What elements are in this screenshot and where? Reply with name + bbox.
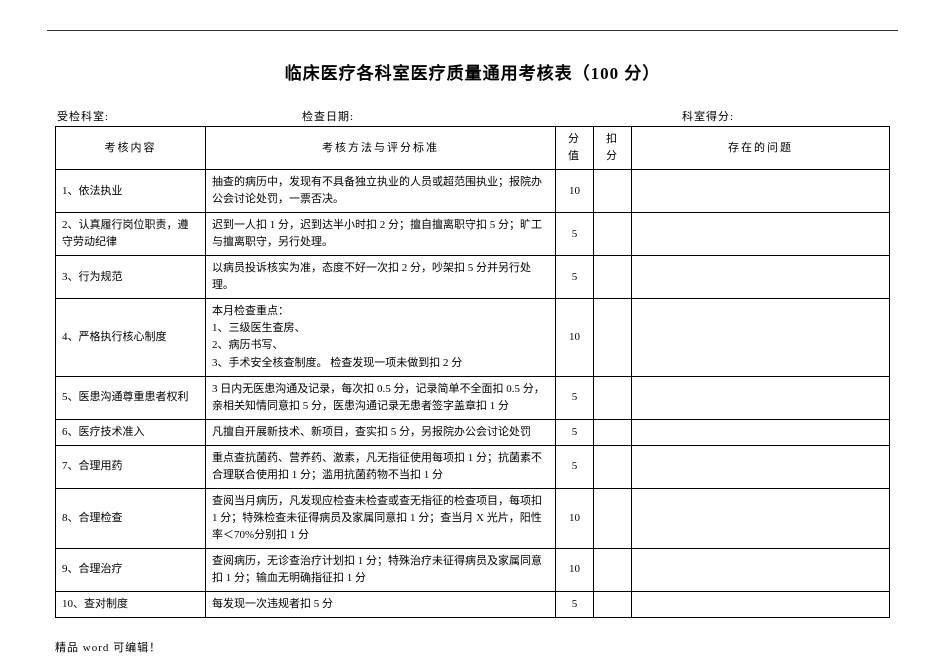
table-row: 2、认真履行岗位职责，遵守劳动纪律迟到一人扣 1 分，迟到达半小时扣 2 分；擅…	[56, 213, 890, 256]
cell-method: 迟到一人扣 1 分，迟到达半小时扣 2 分；擅自擅离职守扣 5 分；旷工与擅离职…	[206, 213, 556, 256]
meta-date: 检查日期:	[302, 108, 682, 124]
col-header-issue: 存在的问题	[632, 127, 890, 170]
page-title: 临床医疗各科室医疗质量通用考核表（100 分）	[55, 59, 890, 84]
cell-method: 查阅当月病历，凡发现应检查未检查或查无指征的检查项目，每项扣 1 分；特殊检查未…	[206, 488, 556, 548]
cell-issue	[632, 256, 890, 299]
cell-content: 3、行为规范	[56, 256, 206, 299]
table-row: 10、查对制度每发现一次违规者扣 5 分5	[56, 592, 890, 618]
cell-method: 3 日内无医患沟通及记录，每次扣 0.5 分，记录简单不全面扣 0.5 分，亲相…	[206, 376, 556, 419]
cell-issue	[632, 299, 890, 376]
cell-score: 10	[556, 548, 594, 591]
cell-method: 本月检查重点： 1、三级医生查房、 2、病历书写、 3、手术安全核查制度。 检查…	[206, 299, 556, 376]
table-row: 8、合理检查查阅当月病历，凡发现应检查未检查或查无指征的检查项目，每项扣 1 分…	[56, 488, 890, 548]
top-rule	[47, 30, 898, 31]
cell-content: 10、查对制度	[56, 592, 206, 618]
cell-method: 抽查的病历中，发现有不具备独立执业的人员或超范围执业；报院办公会讨论处罚，一票否…	[206, 170, 556, 213]
cell-score: 5	[556, 419, 594, 445]
cell-content: 4、严格执行核心制度	[56, 299, 206, 376]
cell-deduct	[594, 592, 632, 618]
cell-score: 5	[556, 592, 594, 618]
col-header-score: 分值	[556, 127, 594, 170]
cell-content: 6、医疗技术准入	[56, 419, 206, 445]
cell-content: 5、医患沟通尊重患者权利	[56, 376, 206, 419]
cell-score: 10	[556, 299, 594, 376]
meta-score: 科室得分:	[682, 108, 888, 124]
col-header-content: 考核内容	[56, 127, 206, 170]
table-row: 6、医疗技术准入凡擅自开展新技术、新项目，查实扣 5 分，另报院办公会讨论处罚5	[56, 419, 890, 445]
cell-method: 每发现一次违规者扣 5 分	[206, 592, 556, 618]
table-row: 1、依法执业抽查的病历中，发现有不具备独立执业的人员或超范围执业；报院办公会讨论…	[56, 170, 890, 213]
cell-issue	[632, 548, 890, 591]
cell-issue	[632, 213, 890, 256]
cell-content: 1、依法执业	[56, 170, 206, 213]
cell-deduct	[594, 419, 632, 445]
cell-issue	[632, 419, 890, 445]
cell-content: 8、合理检查	[56, 488, 206, 548]
cell-issue	[632, 592, 890, 618]
footer-note: 精品 word 可编辑！	[55, 639, 161, 655]
table-row: 5、医患沟通尊重患者权利3 日内无医患沟通及记录，每次扣 0.5 分，记录简单不…	[56, 376, 890, 419]
table-row: 4、严格执行核心制度本月检查重点： 1、三级医生查房、 2、病历书写、 3、手术…	[56, 299, 890, 376]
cell-method: 重点查抗菌药、营养药、激素，凡无指征使用每项扣 1 分；抗菌素不合理联合使用扣 …	[206, 445, 556, 488]
cell-deduct	[594, 376, 632, 419]
cell-deduct	[594, 213, 632, 256]
cell-score: 5	[556, 376, 594, 419]
table-row: 7、合理用药重点查抗菌药、营养药、激素，凡无指征使用每项扣 1 分；抗菌素不合理…	[56, 445, 890, 488]
cell-issue	[632, 376, 890, 419]
cell-score: 10	[556, 170, 594, 213]
col-header-method: 考核方法与评分标准	[206, 127, 556, 170]
cell-score: 10	[556, 488, 594, 548]
cell-issue	[632, 170, 890, 213]
col-header-deduct: 扣分	[594, 127, 632, 170]
cell-deduct	[594, 548, 632, 591]
cell-method: 查阅病历，无诊查治疗计划扣 1 分；特殊治疗未征得病员及家属同意扣 1 分；输血…	[206, 548, 556, 591]
assessment-table: 考核内容 考核方法与评分标准 分值 扣分 存在的问题 1、依法执业抽查的病历中，…	[55, 126, 890, 618]
cell-deduct	[594, 256, 632, 299]
table-header-row: 考核内容 考核方法与评分标准 分值 扣分 存在的问题	[56, 127, 890, 170]
cell-content: 2、认真履行岗位职责，遵守劳动纪律	[56, 213, 206, 256]
cell-method: 以病员投诉核实为准，态度不好一次扣 2 分，吵架扣 5 分并另行处理。	[206, 256, 556, 299]
cell-score: 5	[556, 445, 594, 488]
cell-method: 凡擅自开展新技术、新项目，查实扣 5 分，另报院办公会讨论处罚	[206, 419, 556, 445]
cell-deduct	[594, 170, 632, 213]
table-row: 9、合理治疗查阅病历，无诊查治疗计划扣 1 分；特殊治疗未征得病员及家属同意扣 …	[56, 548, 890, 591]
meta-row: 受检科室: 检查日期: 科室得分:	[55, 108, 890, 124]
cell-issue	[632, 445, 890, 488]
cell-content: 9、合理治疗	[56, 548, 206, 591]
cell-deduct	[594, 445, 632, 488]
meta-dept: 受检科室:	[57, 108, 302, 124]
cell-score: 5	[556, 256, 594, 299]
cell-deduct	[594, 488, 632, 548]
cell-content: 7、合理用药	[56, 445, 206, 488]
cell-score: 5	[556, 213, 594, 256]
cell-deduct	[594, 299, 632, 376]
table-row: 3、行为规范以病员投诉核实为准，态度不好一次扣 2 分，吵架扣 5 分并另行处理…	[56, 256, 890, 299]
cell-issue	[632, 488, 890, 548]
